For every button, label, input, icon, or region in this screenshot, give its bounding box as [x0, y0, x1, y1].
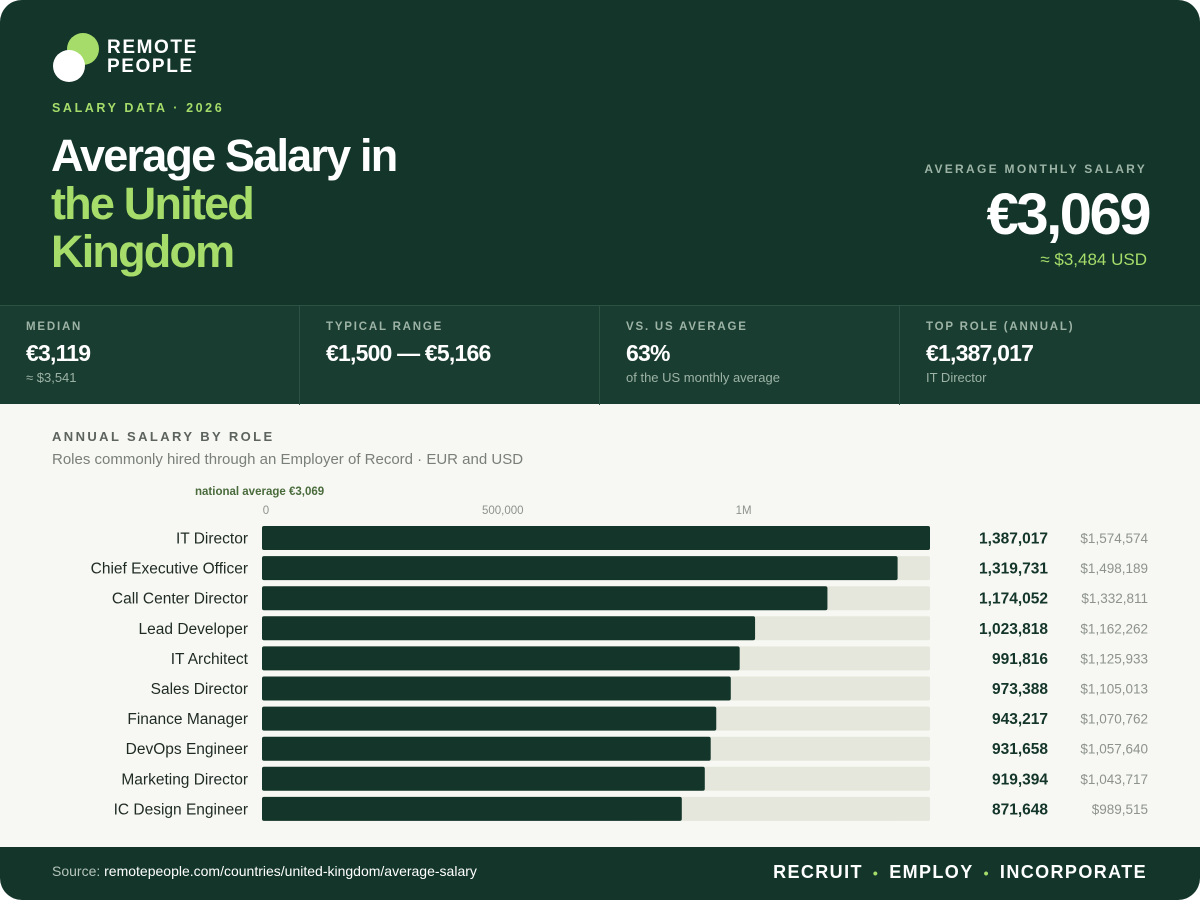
category-label: IC Design Engineer	[114, 801, 248, 818]
usd-value-label: $1,125,933	[1080, 651, 1148, 666]
title-line-1: Average Salary in	[51, 130, 398, 181]
bar	[262, 676, 731, 701]
value-label: 871,648	[992, 801, 1048, 818]
tagline-incorporate: INCORPORATE	[999, 862, 1147, 882]
value-label: 1,023,818	[979, 621, 1048, 638]
stat-vs-us-average: VS. US AVERAGE 63% of the US monthly ave…	[600, 306, 900, 405]
usd-value-label: $1,332,811	[1081, 591, 1148, 606]
tagline: RECRUIT • EMPLOY • INCORPORATE	[773, 862, 1147, 883]
section-title: ANNUAL SALARY BY ROLE	[52, 429, 275, 444]
remote-people-logo-icon	[53, 33, 99, 82]
value-label: 1,174,052	[979, 591, 1048, 608]
headline-kpi-label: AVERAGE MONTHLY SALARY	[924, 162, 1147, 176]
category-label: IT Director	[176, 531, 248, 548]
stat-value: €1,500 — €5,166	[326, 340, 491, 366]
usd-value-label: $1,162,262	[1080, 621, 1148, 636]
stat-value: 63%	[626, 340, 670, 366]
bar	[262, 556, 898, 581]
title-line-2: the United	[51, 178, 255, 229]
usd-value-label: $989,515	[1092, 802, 1148, 817]
value-label: 943,217	[992, 711, 1048, 728]
salary-bar-chart: 0 500,000 1M IT Director 1,387,017 $1,574,574…	[0, 498, 1200, 828]
bar	[262, 586, 828, 611]
x-tick-label: 500,000	[482, 505, 524, 517]
category-label: Marketing Director	[121, 771, 248, 788]
national-average-annotation: national average €3,069	[195, 486, 325, 498]
headline-kpi-value: €3,069	[986, 182, 1152, 247]
category-label: Lead Developer	[139, 621, 248, 638]
brand-line-1: REMOTE	[107, 37, 198, 58]
tagline-dot-icon: •	[983, 865, 990, 881]
brand-line-2: PEOPLE	[107, 56, 194, 77]
category-label: Finance Manager	[127, 711, 248, 728]
bar	[262, 766, 705, 791]
usd-value-label: $1,105,013	[1080, 682, 1148, 697]
usd-value-label: $1,070,762	[1080, 712, 1148, 727]
eyebrow-label: SALARY DATA · 2026	[52, 101, 225, 115]
value-label: 931,658	[992, 741, 1048, 758]
stat-label: TYPICAL RANGE	[326, 321, 444, 333]
stat-label: MEDIAN	[26, 321, 83, 333]
stat-top-role: TOP ROLE (ANNUAL) €1,387,017 IT Director	[900, 306, 1200, 405]
usd-value-label: $1,043,717	[1080, 772, 1148, 787]
bar	[262, 616, 756, 641]
bar	[262, 736, 711, 761]
stat-typical-range: TYPICAL RANGE €1,500 — €5,166	[300, 306, 600, 405]
stat-sub: of the US monthly average	[626, 370, 780, 385]
value-label: 1,319,731	[979, 561, 1048, 578]
footer: Source: remotepeople.com/countries/unite…	[0, 847, 1200, 900]
usd-value-label: $1,498,189	[1080, 561, 1148, 576]
x-tick-label: 1M	[736, 505, 752, 517]
stat-label: TOP ROLE (ANNUAL)	[926, 321, 1075, 333]
category-label: IT Architect	[171, 651, 249, 668]
chart-svg: 0 500,000 1M IT Director 1,387,017 $1,574,574…	[91, 505, 1148, 821]
usd-value-label: $1,574,574	[1080, 531, 1148, 546]
category-label: Call Center Director	[112, 591, 248, 608]
usd-value-label: $1,057,640	[1080, 742, 1148, 757]
category-label: DevOps Engineer	[126, 741, 248, 758]
stat-sub: IT Director	[926, 370, 987, 385]
title-line-3: Kingdom	[51, 226, 235, 277]
stat-value: €3,119	[26, 340, 91, 366]
bar	[262, 796, 682, 821]
stat-sub: ≈ $3,541	[26, 370, 77, 385]
stats-band: MEDIAN €3,119 ≈ $3,541 TYPICAL RANGE €1,…	[0, 305, 1200, 405]
headline-kpi-usd: ≈ $3,484 USD	[1040, 250, 1147, 269]
brand-wordmark: REMOTE PEOPLE	[107, 38, 198, 76]
category-label: Sales Director	[151, 681, 248, 698]
source-note: Source: remotepeople.com/countries/unite…	[52, 863, 477, 879]
section-subtitle: Roles commonly hired through an Employer…	[52, 451, 524, 468]
x-tick-label: 0	[263, 505, 269, 517]
tagline-employ: EMPLOY	[889, 862, 974, 882]
category-label: Chief Executive Officer	[91, 561, 248, 578]
value-label: 973,388	[992, 681, 1048, 698]
source-label: Source:	[52, 863, 101, 879]
stat-value: €1,387,017	[926, 340, 1034, 366]
bar	[262, 706, 717, 731]
hero-header: REMOTE PEOPLE SALARY DATA · 2026 Average…	[0, 0, 1200, 305]
tagline-recruit: RECRUIT	[773, 862, 863, 882]
tagline-dot-icon: •	[872, 865, 880, 881]
value-label: 919,394	[992, 771, 1048, 788]
page-title: Average Salary in the United Kingdom	[51, 132, 471, 276]
source-link[interactable]: remotepeople.com/countries/united-kingdo…	[104, 863, 477, 879]
stat-label: VS. US AVERAGE	[626, 321, 748, 333]
stat-median: MEDIAN €3,119 ≈ $3,541	[0, 306, 300, 405]
value-label: 991,816	[992, 651, 1048, 668]
value-label: 1,387,017	[979, 531, 1048, 548]
bar	[262, 526, 930, 550]
bar	[262, 646, 740, 671]
